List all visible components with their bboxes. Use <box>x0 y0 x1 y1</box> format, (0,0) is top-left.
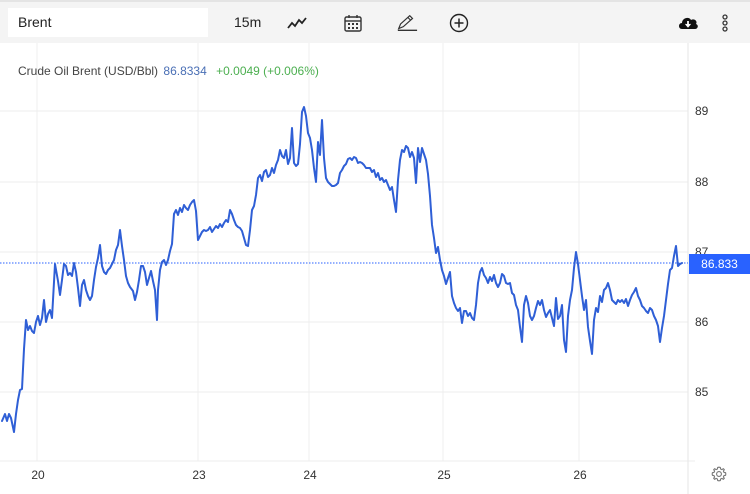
y-tick-88: 88 <box>695 175 709 189</box>
price-chart[interactable] <box>0 43 750 494</box>
x-tick-20: 20 <box>31 468 45 482</box>
pencil-draw-icon[interactable] <box>396 12 418 34</box>
y-tick-89: 89 <box>695 104 709 118</box>
horizontal-gridlines <box>0 110 695 462</box>
last-price-tag: 86.833 <box>689 254 750 274</box>
x-tick-23: 23 <box>192 468 206 482</box>
legend-price: 86.8334 <box>163 64 207 78</box>
chart-legend: Crude Oil Brent (USD/Bbl) 86.8334 +0.004… <box>18 64 319 78</box>
x-tick-25: 25 <box>437 468 451 482</box>
y-tick-86: 86 <box>695 315 709 329</box>
chart-type-icon[interactable] <box>286 12 308 34</box>
cloud-download-icon[interactable] <box>677 12 699 34</box>
legend-change: +0.0049 (+0.006%) <box>216 64 319 78</box>
calendar-icon[interactable] <box>342 12 364 34</box>
symbol-search-input[interactable]: Brent <box>8 8 208 37</box>
x-tick-24: 24 <box>303 468 317 482</box>
settings-gear-icon[interactable] <box>711 466 727 482</box>
chart-toolbar: Brent 15m <box>0 0 750 43</box>
instrument-name: Crude Oil Brent (USD/Bbl) <box>18 64 159 78</box>
add-circle-icon[interactable] <box>448 12 470 34</box>
x-tick-26: 26 <box>573 468 587 482</box>
price-series-line <box>1 106 683 433</box>
more-vertical-icon[interactable] <box>714 12 736 34</box>
y-tick-85: 85 <box>695 385 709 399</box>
interval-selector[interactable]: 15m <box>234 14 262 30</box>
